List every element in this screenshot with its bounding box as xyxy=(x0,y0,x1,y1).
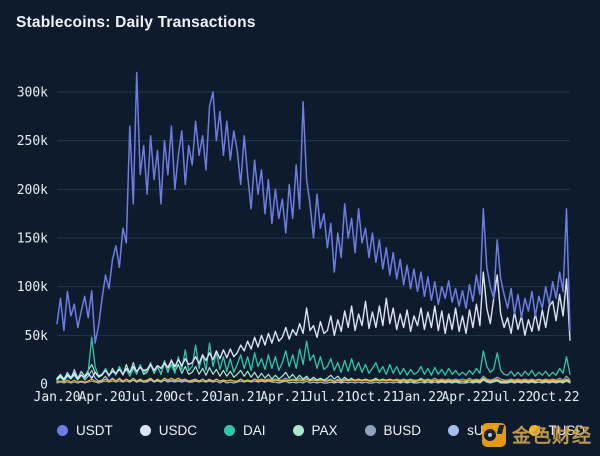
series-line-usdc xyxy=(56,271,571,381)
jinse-finance-logo-icon xyxy=(481,422,506,447)
x-axis-tick: Oct.22 xyxy=(533,390,580,405)
legend-label: USDC xyxy=(158,423,198,438)
watermark-text: 金色财经 xyxy=(511,426,592,447)
x-axis-tick: Oct.21 xyxy=(352,390,399,405)
chart-title: Stablecoins: Daily Transactions xyxy=(16,14,256,31)
x-axis-tick: Jan.21 xyxy=(215,390,262,405)
series-line-susd xyxy=(56,368,571,384)
y-axis-tick: 250k xyxy=(17,134,48,149)
y-axis-tick: 100k xyxy=(17,280,48,295)
legend-item-busd[interactable]: BUSD xyxy=(364,423,422,438)
legend-dot-usdt-icon xyxy=(57,425,68,436)
watermark: 金色财经 xyxy=(481,421,592,448)
x-axis-tick: Jul.20 xyxy=(124,390,171,405)
x-axis-tick: Jan.22 xyxy=(397,390,444,405)
y-axis-tick: 300k xyxy=(17,86,48,101)
legend-item-usdc[interactable]: USDC xyxy=(139,423,198,438)
series-line-dai xyxy=(56,336,571,382)
legend-label: DAI xyxy=(243,423,266,438)
y-axis-tick: 0 xyxy=(40,378,48,393)
legend-item-usdt[interactable]: USDT xyxy=(57,423,113,438)
x-axis-tick: Apr.21 xyxy=(260,390,307,405)
legend-item-pax[interactable]: PAX xyxy=(292,423,338,438)
x-axis-tick: Jan.20 xyxy=(34,390,81,405)
series-line-pax xyxy=(56,359,571,383)
series-line-usdt xyxy=(56,71,571,344)
x-axis-tick: Apr.22 xyxy=(441,390,488,405)
legend-dot-busd-icon xyxy=(364,425,376,436)
x-axis-tick: Jul.21 xyxy=(305,390,352,405)
legend-label: TUSD xyxy=(548,423,586,438)
y-axis-tick: 50k xyxy=(25,329,49,344)
y-axis-tick: 200k xyxy=(17,183,48,198)
legend-dot-susd-icon xyxy=(448,425,460,436)
x-axis-tick: Apr.20 xyxy=(79,390,126,405)
legend-dot-dai-icon xyxy=(224,425,236,436)
x-axis-tick: Oct.20 xyxy=(170,390,217,405)
legend-item-tusd[interactable]: TUSD xyxy=(529,423,585,438)
legend-dot-pax-icon xyxy=(292,425,304,436)
legend-dot-usdc-icon xyxy=(139,425,151,436)
x-axis-tick: Jul.22 xyxy=(487,390,534,405)
y-axis-tick: 150k xyxy=(17,232,48,247)
legend-label: BUSD xyxy=(383,423,422,438)
series-line-tusd xyxy=(56,377,571,383)
legend-label: PAX xyxy=(311,423,338,438)
legend-label: USDT xyxy=(76,423,113,438)
legend-item-dai[interactable]: DAI xyxy=(224,423,266,438)
legend-dot-tusd-icon xyxy=(529,425,541,436)
